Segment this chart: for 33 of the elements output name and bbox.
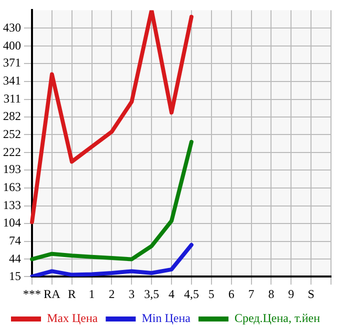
legend-label: Max Цена	[46, 311, 98, 326]
legend-label: Min Цена	[142, 311, 192, 326]
x-tick-label: R	[68, 286, 76, 301]
y-tick-label: 133	[3, 198, 21, 212]
x-tick-label: 2	[108, 286, 115, 301]
x-tick-label: 7	[248, 286, 254, 301]
x-tick-label: RA	[44, 286, 61, 301]
x-tick-label: S	[308, 286, 314, 301]
x-tick-label: 5	[208, 286, 214, 301]
x-tick-label: 4	[168, 286, 175, 301]
y-tick-label: 104	[3, 215, 21, 230]
x-tick-label: 1	[88, 286, 95, 301]
y-tick-label: 311	[3, 92, 21, 106]
x-tick-label: ***	[23, 286, 41, 301]
x-tick-label: 4,5	[184, 286, 199, 301]
x-tick-label: 8	[268, 286, 274, 301]
x-tick-label: 3	[128, 286, 135, 301]
y-tick-label: 371	[3, 56, 21, 70]
y-tick-label: 222	[3, 144, 21, 159]
y-tick-label: 15	[9, 268, 21, 283]
y-tick-label: 430	[3, 20, 21, 34]
y-tick-label: 44	[9, 251, 21, 266]
y-tick-label: 193	[3, 162, 21, 176]
y-tick-label: 163	[3, 180, 21, 194]
y-tick-label: 74	[9, 233, 21, 248]
y-tick-label: 252	[3, 126, 21, 141]
y-tick-label: 341	[3, 74, 21, 88]
x-tick-label: 6	[228, 286, 234, 301]
legend-label: Сред.Цена, т.йен	[234, 311, 321, 326]
y-tick-label: 400	[3, 38, 21, 52]
x-tick-label: 3,5	[144, 286, 160, 301]
x-tick-label: 9	[288, 286, 294, 301]
y-tick-label: 282	[3, 108, 21, 123]
